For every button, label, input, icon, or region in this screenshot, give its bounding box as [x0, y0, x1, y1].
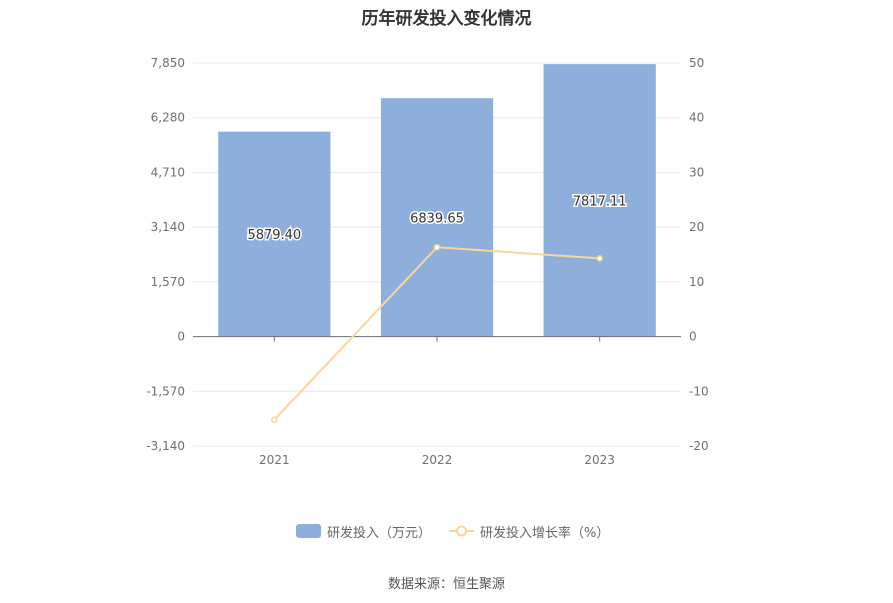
- legend-item-growth-rate[interactable]: 研发投入增长率（%）: [449, 522, 609, 541]
- data-source: 数据来源：恒生聚源: [387, 577, 505, 592]
- growth-rate-point: [271, 416, 278, 423]
- y-right-tick-label: 50: [689, 56, 704, 70]
- bar-data-label: 5879.40: [247, 228, 301, 243]
- x-tick-label: 2022: [422, 453, 453, 467]
- y-right-tick-label: 10: [689, 275, 704, 289]
- x-tick-label: 2021: [259, 453, 290, 467]
- y-left-tick-label: 0: [177, 330, 185, 344]
- y-left-tick-label: -1,570: [146, 384, 185, 398]
- legend-bar-swatch: [296, 524, 321, 538]
- bar: [380, 98, 494, 337]
- legend-label-rd-investment: 研发投入（万元）: [327, 525, 432, 541]
- growth-rate-point: [596, 255, 603, 262]
- y-right-tick-label: 20: [689, 220, 704, 234]
- y-right-tick-label: 0: [689, 330, 697, 344]
- y-right-tick-label: 40: [689, 111, 704, 125]
- legend-item-rd-investment[interactable]: 研发投入（万元）: [296, 522, 431, 541]
- bar-data-label: 7817.11: [573, 194, 627, 209]
- y-left-tick-label: 4,710: [151, 165, 185, 179]
- bar: [218, 131, 331, 337]
- y-left-tick-label: 3,140: [151, 220, 185, 234]
- growth-rate-point: [433, 243, 441, 251]
- y-left-tick-label: 7,850: [151, 56, 185, 70]
- y-left-tick-label: -3,140: [146, 439, 185, 453]
- bar: [543, 64, 656, 337]
- legend-line-swatch: [449, 525, 475, 537]
- x-tick-label: 2023: [584, 453, 615, 467]
- y-right-tick-label: -10: [689, 384, 709, 398]
- y-right-tick-label: 30: [689, 165, 704, 179]
- y-right-tick-label: -20: [689, 439, 709, 453]
- bar-data-label: 6839.65: [410, 211, 464, 226]
- legend: 研发投入（万元） 研发投入增长率（%）: [296, 521, 627, 541]
- y-left-tick-label: 1,570: [151, 275, 185, 289]
- chart-title: 历年研发投入变化情况: [361, 9, 532, 29]
- legend-label-growth-rate: 研发投入增长率（%）: [480, 525, 610, 541]
- y-left-tick-label: 6,280: [151, 111, 185, 125]
